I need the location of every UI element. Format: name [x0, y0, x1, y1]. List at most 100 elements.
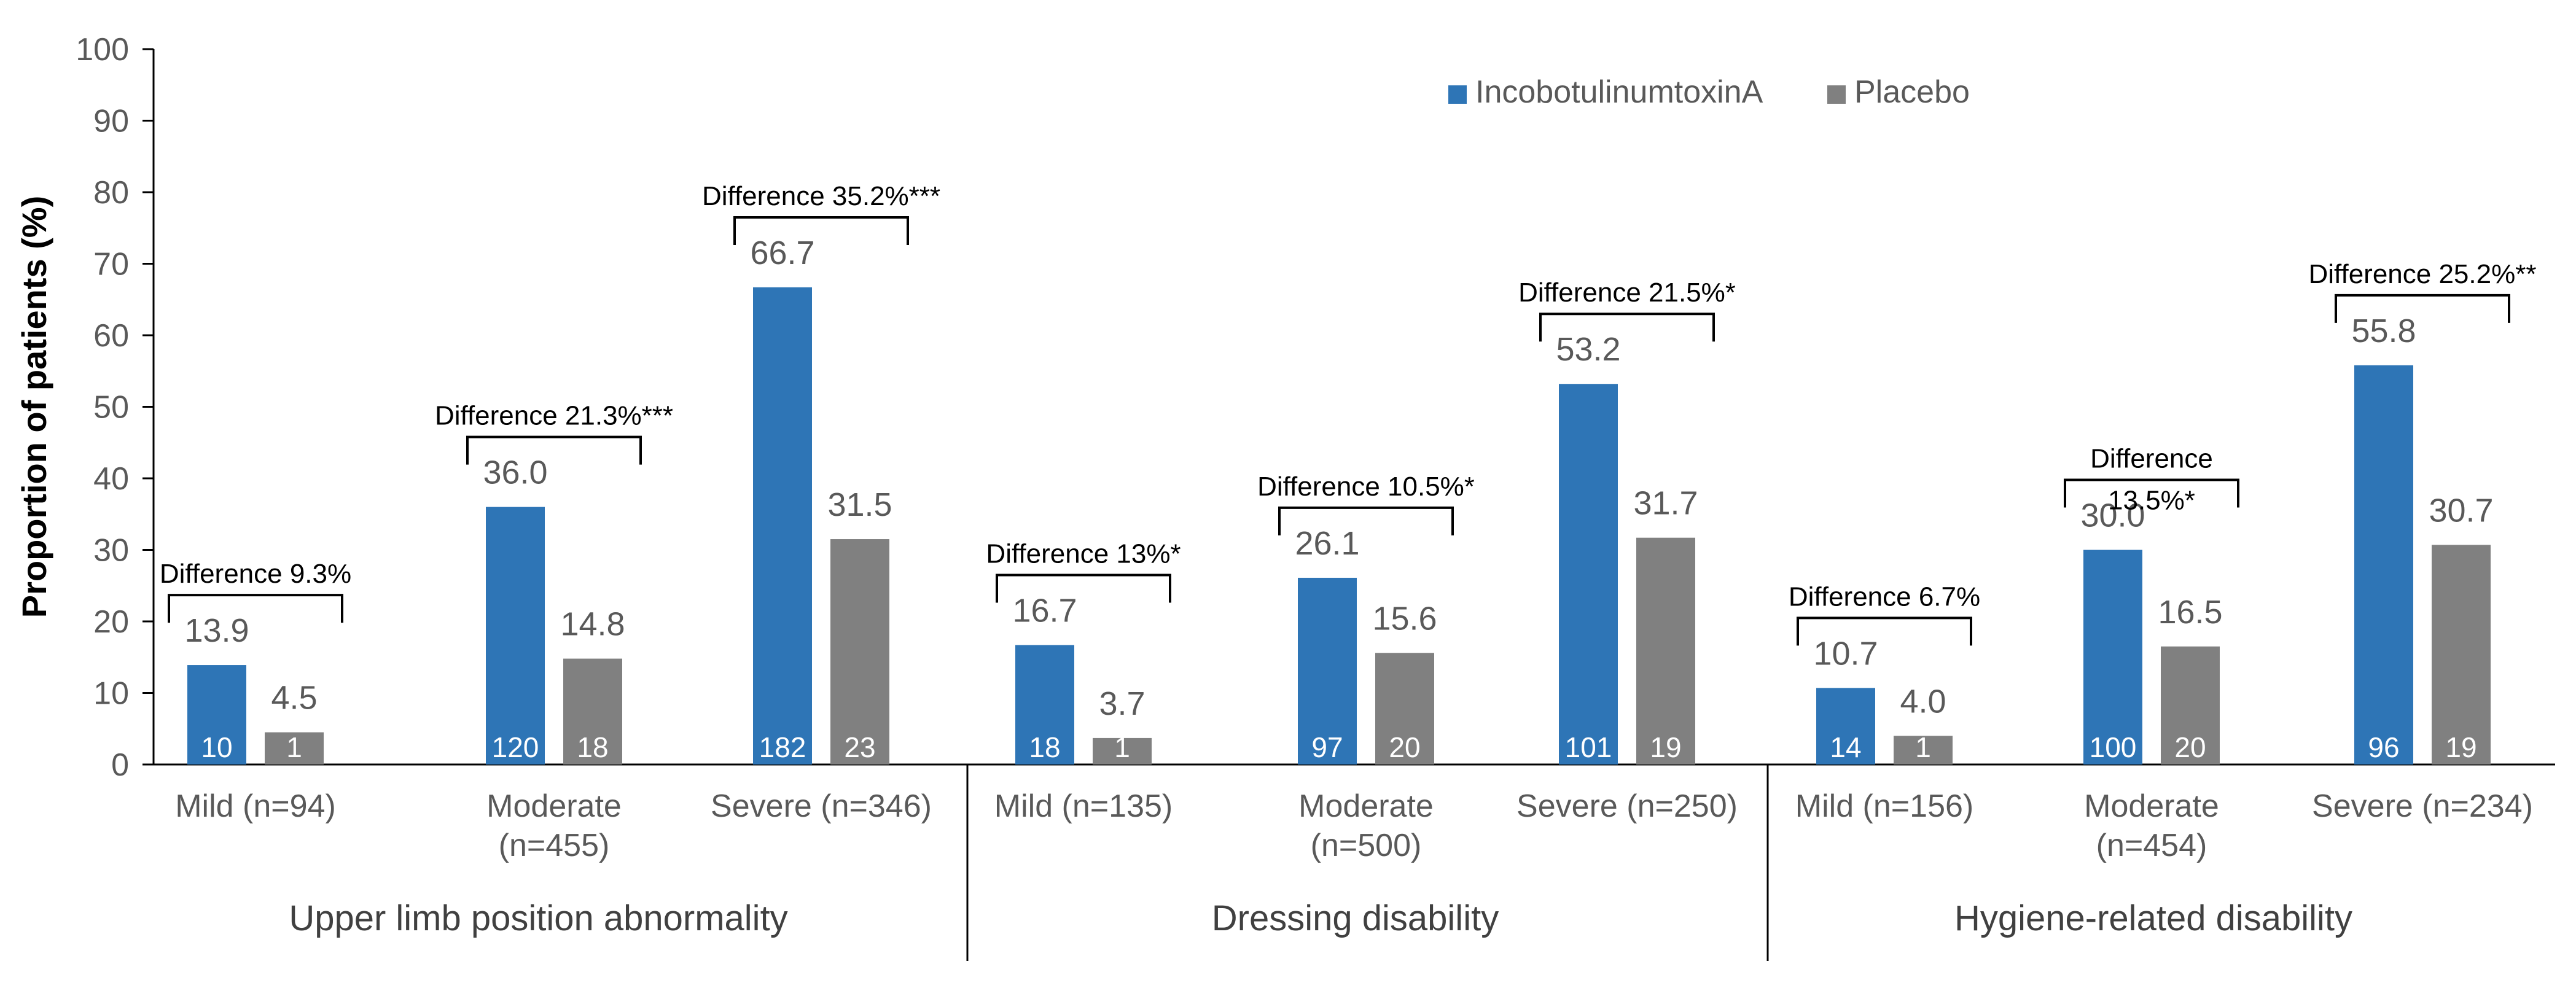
- difference-bracket: [1278, 506, 1454, 535]
- y-tick-label: 20: [93, 604, 129, 640]
- legend-incobotulinumtoxina-label: IncobotulinumtoxinA: [1475, 74, 1763, 110]
- category-label: Moderate: [1298, 788, 1434, 824]
- count-label: 18: [1029, 731, 1060, 763]
- count-label: 19: [2445, 731, 2476, 763]
- count-label: 1: [286, 731, 302, 763]
- category-label: Severe (n=346): [711, 788, 932, 824]
- difference-label: Difference 21.5%*: [1518, 278, 1736, 308]
- value-label: 4.5: [271, 680, 317, 717]
- legend-incobotulinumtoxina-swatch: [1448, 85, 1467, 104]
- bar-placebo: [563, 658, 622, 764]
- value-label: 16.5: [2158, 594, 2222, 631]
- y-axis-title: Proportion of patients (%): [15, 196, 53, 618]
- difference-bracket: [168, 594, 343, 623]
- value-label: 13.9: [184, 612, 249, 649]
- value-label: 14.8: [560, 606, 625, 643]
- count-label: 101: [1565, 731, 1612, 763]
- count-label: 18: [577, 731, 608, 763]
- difference-label: Difference 9.3%: [160, 559, 351, 589]
- count-label: 10: [201, 731, 232, 763]
- bar-incobotulinumtoxina: [2354, 365, 2413, 764]
- count-label: 23: [844, 731, 875, 763]
- category-label: Mild (n=94): [175, 788, 336, 824]
- category-label: (n=500): [1311, 828, 1422, 863]
- category-label: (n=455): [499, 828, 610, 863]
- value-label: 30.0: [2080, 497, 2145, 534]
- y-tick-label: 80: [93, 175, 129, 211]
- count-label: 20: [1389, 731, 1420, 763]
- bar-incobotulinumtoxina: [753, 287, 812, 764]
- bar-incobotulinumtoxina: [2083, 550, 2142, 764]
- count-label: 19: [1650, 731, 1681, 763]
- value-label: 4.0: [1900, 683, 1946, 720]
- value-label: 15.6: [1372, 600, 1437, 637]
- legend-placebo-swatch: [1827, 85, 1846, 104]
- group-label: Hygiene-related disability: [1954, 898, 2352, 938]
- value-label: 10.7: [1813, 635, 1878, 672]
- count-label: 182: [759, 731, 806, 763]
- difference-bracket: [2064, 478, 2239, 508]
- value-label: 3.7: [1099, 685, 1145, 722]
- legend: IncobotulinumtoxinA Placebo: [1448, 74, 1970, 110]
- value-label: 16.7: [1012, 592, 1077, 629]
- y-tick-label: 30: [93, 533, 129, 569]
- count-label: 20: [2174, 731, 2206, 763]
- value-label: 30.7: [2429, 492, 2493, 529]
- y-tick-label: 60: [93, 318, 129, 354]
- bar-placebo: [1636, 537, 1695, 764]
- bar-placebo: [830, 539, 889, 764]
- bar-incobotulinumtoxina: [187, 665, 246, 764]
- y-tick-label: 10: [93, 676, 129, 712]
- y-tick-label: 0: [111, 747, 129, 783]
- difference-label: Difference 10.5%*: [1257, 472, 1475, 502]
- value-label: 66.7: [750, 235, 814, 271]
- count-label: 1: [1915, 731, 1931, 763]
- difference-bracket: [1797, 617, 1972, 646]
- value-label: 31.5: [827, 486, 892, 523]
- bar-incobotulinumtoxina: [1015, 645, 1074, 764]
- group-label: Upper limb position abnormality: [289, 898, 787, 938]
- legend-placebo-label: Placebo: [1854, 74, 1970, 110]
- bar-placebo: [1093, 737, 1152, 764]
- difference-bracket: [1539, 313, 1715, 342]
- value-label: 55.8: [2351, 313, 2416, 349]
- difference-label: Difference 13%*: [986, 539, 1181, 569]
- difference-bracket: [466, 435, 642, 465]
- value-label: 36.0: [483, 454, 547, 491]
- bar-placebo: [2432, 545, 2491, 764]
- difference-label: Difference: [2090, 444, 2213, 474]
- category-label: (n=454): [2096, 828, 2207, 863]
- difference-label: Difference 25.2%**: [2309, 259, 2537, 289]
- bar-placebo: [265, 732, 324, 764]
- bar-incobotulinumtoxina: [1298, 577, 1357, 764]
- bar-placebo: [2161, 646, 2220, 764]
- value-label: 31.7: [1633, 485, 1698, 522]
- labels: 13.9 10 4.5 1 Difference 9.3% Mild (n=94) 36.0…: [160, 181, 2537, 938]
- y-tick-label: 40: [93, 461, 129, 497]
- axes: 0 10 20 30 40 50 60 70 80 90 100 Proportion of pati…: [15, 32, 2555, 961]
- group-label: Dressing disability: [1212, 898, 1499, 938]
- count-label: 96: [2368, 731, 2399, 763]
- category-label: Severe (n=250): [1516, 788, 1738, 824]
- difference-label: Difference 21.3%***: [435, 401, 673, 431]
- difference-label: 13.5%*: [2108, 486, 2195, 516]
- value-label: 26.1: [1295, 525, 1359, 562]
- count-label: 120: [492, 731, 539, 763]
- value-label: 53.2: [1556, 331, 1620, 368]
- difference-label: Difference 6.7%: [1789, 582, 1980, 612]
- difference-bracket: [733, 216, 909, 245]
- bar-incobotulinumtoxina: [1559, 384, 1618, 764]
- bar-incobotulinumtoxina: [486, 507, 545, 764]
- bars: [187, 287, 2491, 764]
- y-tick-label: 100: [76, 32, 129, 68]
- category-label: Moderate: [486, 788, 622, 824]
- difference-bracket: [2335, 294, 2510, 323]
- category-label: Mild (n=156): [1795, 788, 1973, 824]
- bar-incobotulinumtoxina: [1816, 688, 1875, 764]
- count-label: 1: [1114, 731, 1130, 763]
- count-label: 100: [2090, 731, 2137, 763]
- category-label: Severe (n=234): [2312, 788, 2533, 824]
- y-tick-label: 50: [93, 390, 129, 426]
- count-label: 97: [1311, 731, 1343, 763]
